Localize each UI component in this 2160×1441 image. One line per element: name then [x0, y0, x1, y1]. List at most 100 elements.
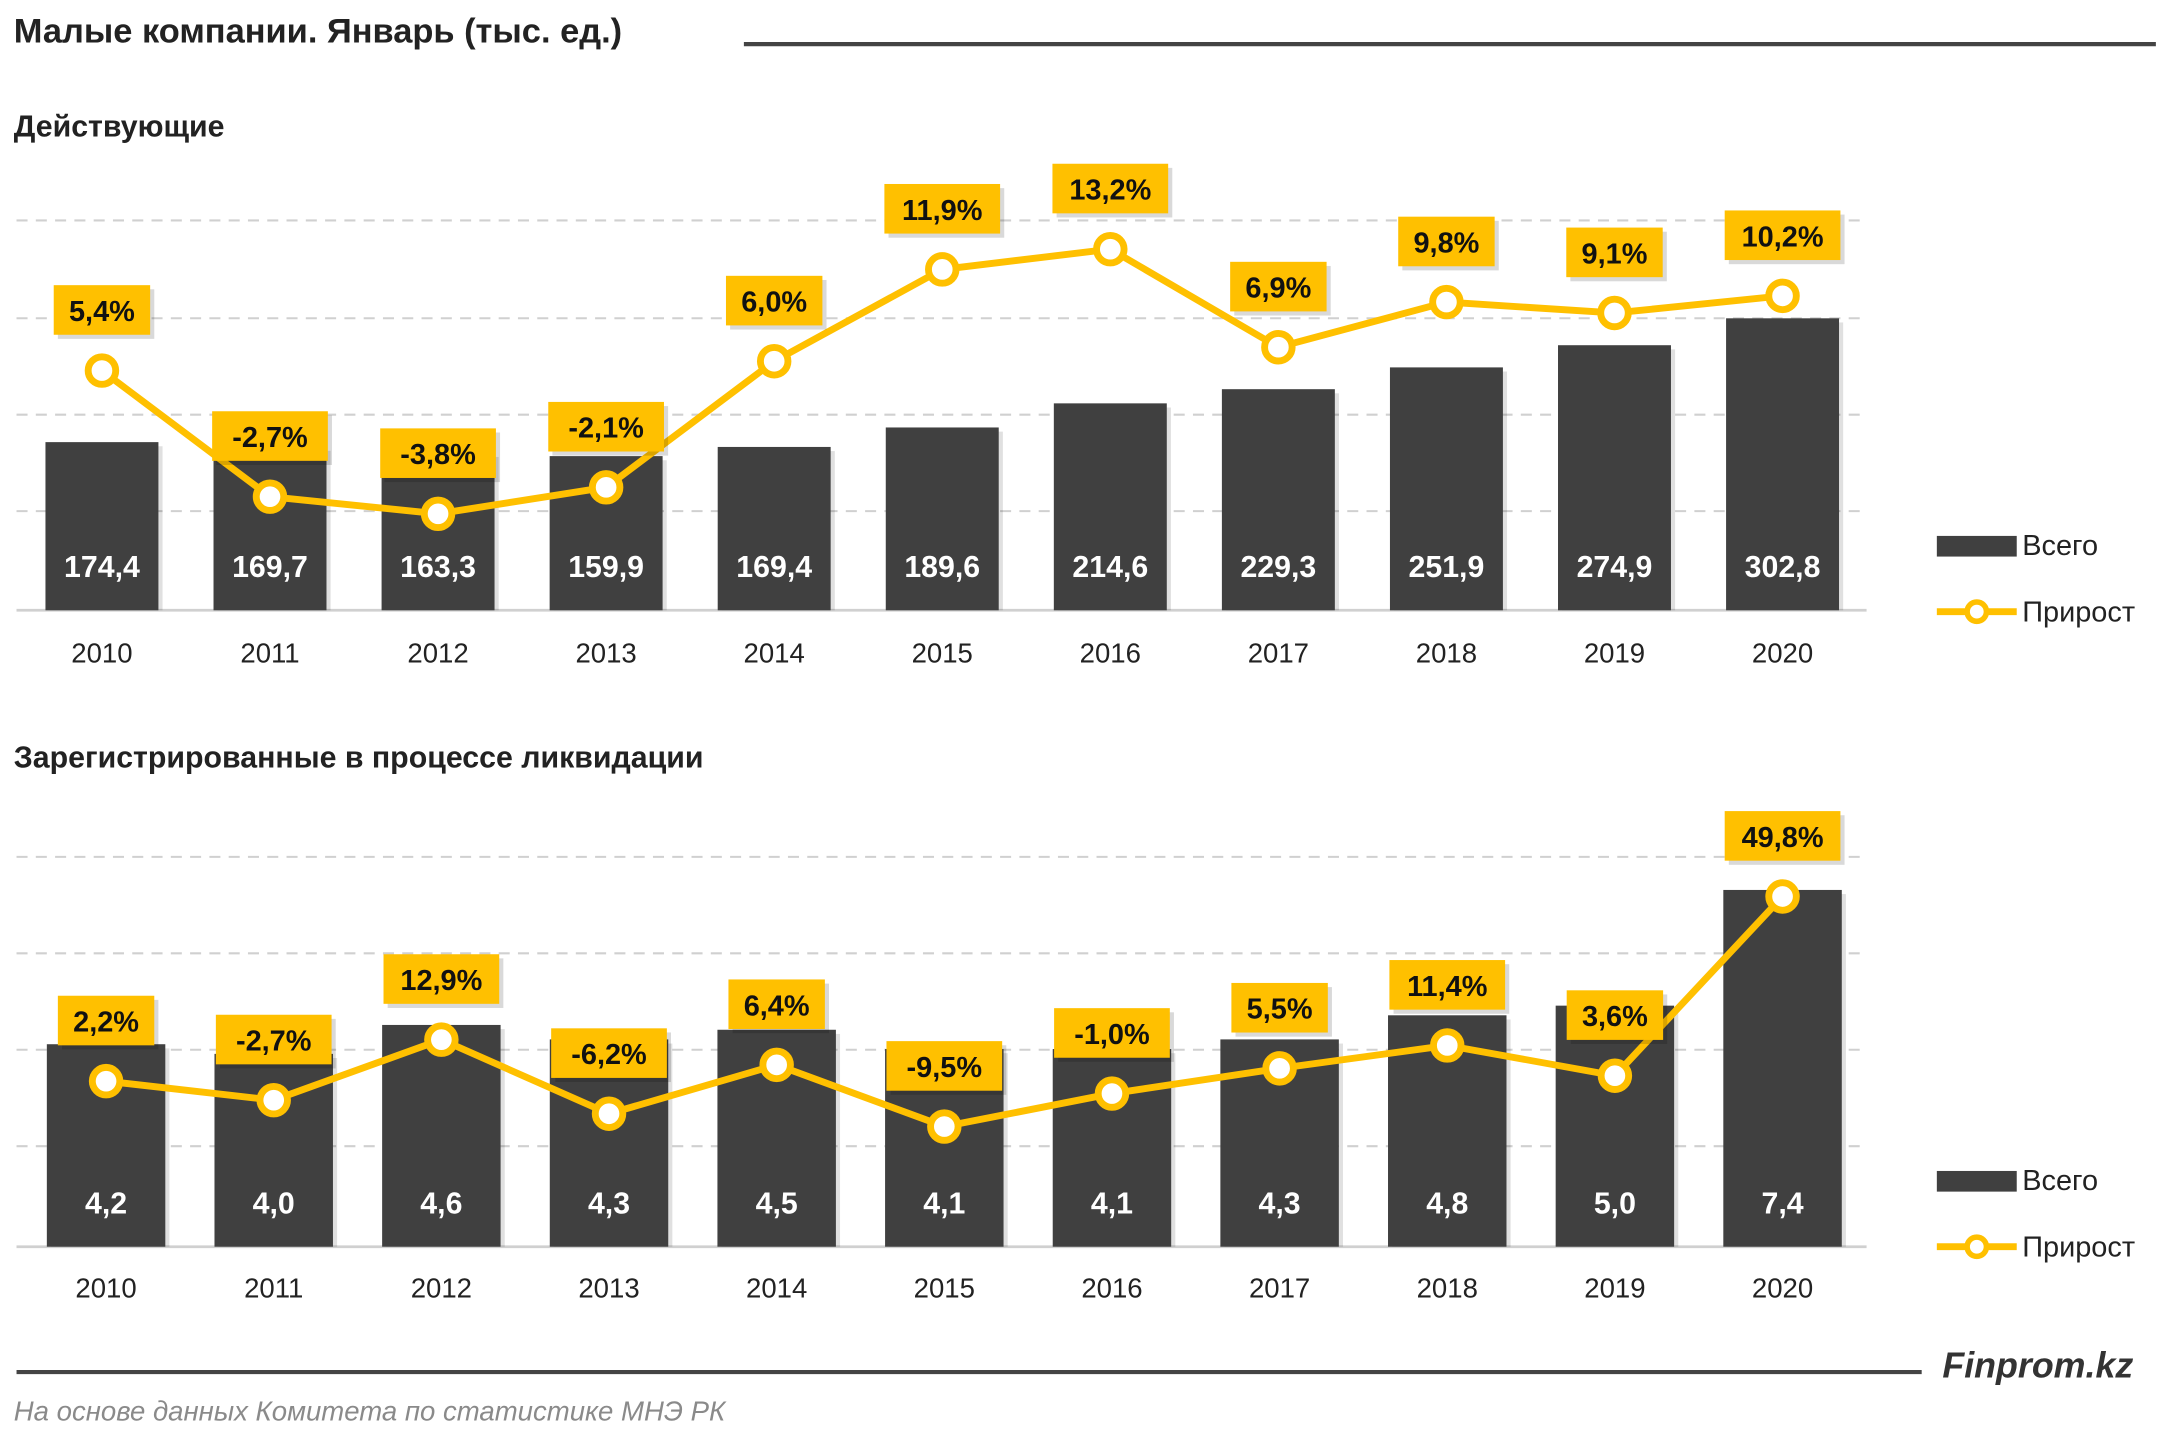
legend-marker-icon — [1964, 599, 1990, 625]
x-tick-label: 2018 — [1417, 1273, 1478, 1304]
bar — [1221, 389, 1335, 611]
bar-value-label: 5,0 — [1594, 1188, 1636, 1221]
growth-label-box — [53, 285, 151, 335]
x-tick-label: 2013 — [575, 638, 636, 669]
growth-point — [252, 479, 288, 514]
bar-value-label: 4,3 — [1259, 1188, 1301, 1221]
bar — [382, 1024, 501, 1247]
chart-active: Действующие 174,4 2010 169,7 2011 163,3 2012 15… — [14, 110, 2135, 668]
growth-label-box — [215, 1014, 332, 1065]
bar-value-label: 229,3 — [1240, 551, 1316, 584]
growth-value-label: 2,2% — [73, 1007, 139, 1039]
legend-marker-icon — [1964, 1234, 1990, 1260]
bar — [717, 446, 831, 611]
growth-point — [588, 470, 624, 505]
growth-value-label: 9,8% — [1413, 227, 1479, 259]
bar-value-label: 274,9 — [1577, 551, 1653, 584]
bar-value-label: 4,2 — [85, 1188, 127, 1221]
legend-label-growth: Прирост — [2022, 596, 2135, 628]
x-tick-label: 2010 — [75, 1273, 136, 1304]
growth-label-box — [212, 411, 328, 461]
growth-label-box — [1398, 216, 1495, 267]
bar-value-label: 4,6 — [420, 1188, 462, 1221]
bar — [1053, 403, 1167, 611]
growth-value-label: 5,4% — [69, 296, 135, 328]
growth-value-label: -2,1% — [568, 413, 644, 445]
x-tick-label: 2017 — [1249, 1273, 1310, 1304]
growth-label-box — [1230, 261, 1327, 312]
bar-value-label: 302,8 — [1745, 551, 1821, 584]
bar — [381, 452, 495, 611]
growth-point — [1597, 295, 1632, 331]
growth-point — [925, 252, 960, 287]
x-tick-label: 2017 — [1248, 638, 1309, 669]
bar-value-label: 251,9 — [1409, 551, 1485, 584]
bar-value-label: 4,3 — [588, 1188, 630, 1221]
growth-point — [756, 344, 792, 379]
growth-point — [591, 1096, 627, 1131]
growth-value-label: 49,8% — [1742, 822, 1824, 854]
growth-label-box — [1052, 163, 1169, 214]
growth-label-box — [1054, 1008, 1170, 1058]
growth-label-box — [1389, 960, 1506, 1010]
growth-value-label: 12,9% — [400, 965, 482, 997]
growth-point — [759, 1047, 794, 1083]
x-tick-label: 2016 — [1081, 1273, 1142, 1304]
brand-logo: Finprom.kz — [1942, 1346, 2133, 1386]
bar-value-label: 7,4 — [1761, 1188, 1803, 1221]
legend-label-growth: Прирост — [2022, 1231, 2135, 1263]
x-tick-label: 2016 — [1080, 638, 1141, 669]
bar-value-label: 4,5 — [756, 1188, 798, 1221]
growth-value-label: 11,4% — [1407, 971, 1487, 1003]
growth-point — [1261, 330, 1296, 365]
x-tick-label: 2011 — [240, 638, 299, 669]
bar — [1389, 367, 1503, 611]
legend-label-total: Всего — [2022, 530, 2098, 562]
x-tick-label: 2011 — [244, 1273, 303, 1304]
growth-label-box — [886, 1041, 1003, 1091]
growth-label-box — [1724, 811, 1841, 861]
source-note: На основе данных Комитета по статистике … — [14, 1395, 727, 1426]
chart-title: Зарегистрированные в процессе ликвидации — [14, 741, 704, 774]
growth-value-label: 6,4% — [744, 990, 810, 1022]
growth-label-box — [57, 995, 155, 1046]
x-tick-label: 2015 — [912, 638, 973, 669]
x-tick-label: 2018 — [1416, 638, 1477, 669]
bar-value-label: 169,7 — [232, 551, 308, 584]
growth-value-label: 13,2% — [1069, 175, 1151, 207]
growth-label-box — [380, 428, 496, 478]
x-tick-label: 2015 — [914, 1273, 975, 1304]
growth-label-box — [551, 1028, 667, 1078]
x-tick-label: 2010 — [71, 638, 132, 669]
bar-value-label: 4,0 — [253, 1188, 295, 1221]
bar-value-label: 4,1 — [1091, 1188, 1133, 1221]
growth-value-label: 6,0% — [741, 287, 807, 319]
legend-bar-swatch — [1936, 535, 2017, 557]
bar-value-label: 189,6 — [904, 551, 980, 584]
growth-point — [1094, 1076, 1130, 1111]
growth-point — [256, 1082, 291, 1118]
bar-value-label: 174,4 — [64, 551, 140, 584]
page-title: Малые компании. Январь (тыс. ед.) — [14, 13, 622, 51]
bar-value-label: 214,6 — [1072, 551, 1148, 584]
bar-value-label: 4,8 — [1426, 1188, 1468, 1221]
chart-liquidation: Зарегистрированные в процессе ликвидации… — [14, 741, 2135, 1303]
growth-value-label: 11,9% — [902, 195, 982, 227]
bar — [1555, 1005, 1675, 1247]
growth-label-box — [383, 954, 500, 1004]
growth-point — [84, 353, 120, 388]
bar — [1723, 889, 1842, 1247]
legend-label-total: Всего — [2022, 1165, 2098, 1197]
bar-value-label: 169,4 — [736, 551, 812, 584]
bar — [885, 427, 999, 611]
x-tick-label: 2019 — [1584, 638, 1645, 669]
bar-value-label: 163,3 — [400, 551, 476, 584]
growth-label-box — [1724, 210, 1841, 261]
growth-value-label: 5,5% — [1247, 994, 1313, 1026]
growth-value-label: 3,6% — [1582, 1001, 1648, 1033]
growth-value-label: 9,1% — [1582, 238, 1648, 270]
growth-point — [1765, 278, 1800, 314]
x-tick-label: 2020 — [1752, 1273, 1813, 1304]
growth-label-box — [728, 979, 825, 1030]
bar — [45, 442, 159, 611]
